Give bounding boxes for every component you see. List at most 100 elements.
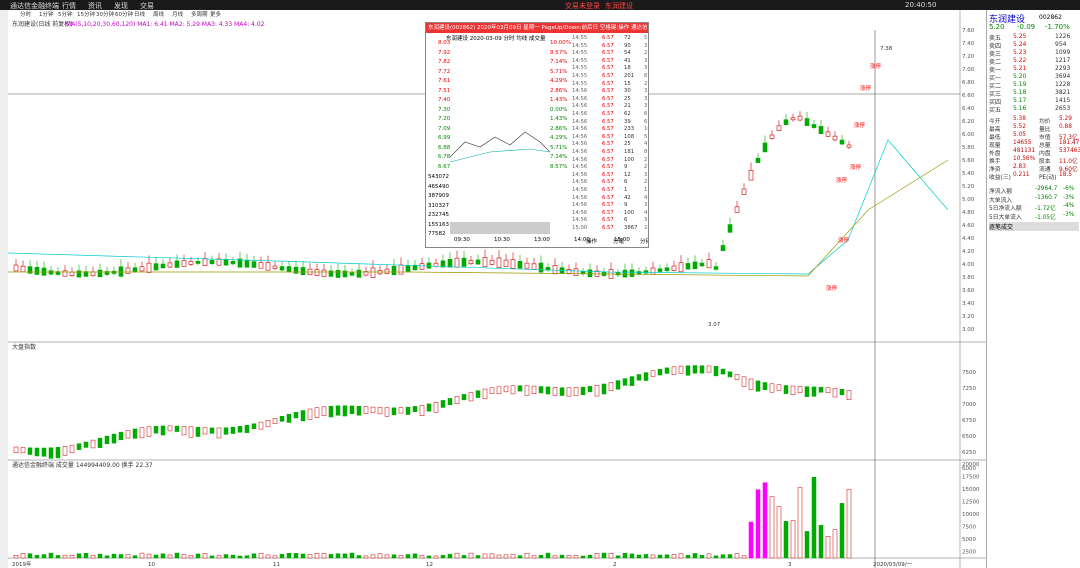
price-tick: 5.00 [962,197,975,203]
index-candle [139,427,145,439]
index-candle [699,365,705,374]
volume-bar [111,553,117,559]
volume-bar [118,554,124,559]
flow-cell: -3% [1063,194,1075,201]
volume-bar [265,554,271,559]
volume-bar [90,555,96,559]
popup-button[interactable]: 操作 [586,239,598,245]
popup-pct: 2.86% [550,125,568,132]
tick-cell: 25 [624,141,631,148]
candle-body [118,266,124,277]
volume-bar [132,555,138,559]
stat-cell: 外盘 [989,151,1001,157]
tick-cell: 14:55 [572,80,588,87]
popup-price: 7.20 [438,116,451,122]
volume-bar [461,555,467,559]
tick-cell: 3 [644,88,648,95]
flow-cell: -3% [1063,211,1075,218]
index-candle [391,407,397,416]
volume-bar [447,553,453,559]
volume-bar [405,554,411,559]
flow-cell: 净流入额 [989,189,1013,195]
menu-item[interactable]: 交易 [140,2,154,10]
tick-cell: 14:55 [572,35,588,41]
tick-cell: 42 [624,194,631,201]
tick-cell: 181 [624,149,635,155]
volume-bar [125,554,131,559]
period-tab: 15分钟 [77,10,95,18]
limit-up-label: 涨停 [870,62,882,70]
volume-tick: 17500 [962,475,980,481]
price-line [450,131,550,158]
limit-up-label: 涨停 [850,163,862,171]
popup-time: 09:30 [454,237,470,243]
limit-up-label: 涨停 [860,84,872,92]
volume-bar [713,555,719,559]
popup-price: 7.51 [438,87,451,94]
tick-cell: 15 [624,80,631,87]
index-candle [748,378,754,390]
volume-bar [293,553,299,559]
candle-body [503,259,509,267]
book-cell: 3694 [1055,73,1071,80]
index-candle [706,365,712,373]
index-candle [111,433,117,444]
candle-body [825,131,831,137]
tick-cell: 6.57 [602,133,614,140]
stat-cell: 0.211 [1013,172,1030,178]
volume-bar [188,554,194,559]
book-cell: 5.24 [1013,41,1027,48]
volume-bar [342,553,348,559]
tick-cell: 6.57 [602,179,614,186]
index-candle [27,447,33,455]
index-candle [447,398,453,406]
volume-bar [496,554,502,559]
popup-time: 14:00 [574,237,590,243]
index-candle [48,447,54,459]
volume-bar [279,553,285,559]
index-candle [342,405,348,417]
tick-cell: 6.57 [602,217,614,224]
popup-pct: 2.86% [550,87,568,94]
candle-body [776,125,782,131]
price-tick: 5.60 [962,158,975,164]
popup-pct: 5.71% [550,144,568,151]
menu-item[interactable]: 资讯 [88,2,102,10]
book-cell: 5.16 [1013,105,1027,112]
menu-item[interactable]: 发现 [114,2,128,10]
index-candle [174,425,180,432]
book-cell: 2293 [1055,65,1071,72]
candle-body [90,271,96,277]
volume-bar [692,553,698,559]
tick-cell: 6.57 [602,88,614,95]
tick-cell: 21 [624,103,631,110]
tick-cell: 14:55 [572,65,588,72]
stat-cell: 181.47 [1059,140,1080,146]
tick-cell: 3 [644,202,648,209]
popup-button[interactable]: 分笔 [613,239,625,245]
volume-tick: 2500 [962,550,976,556]
stat-cell: 481131 [1013,148,1036,154]
volume-bar [839,503,845,559]
stat-cell: 10.56% [1013,156,1036,162]
volume-bar [846,489,852,559]
candle-body [55,271,61,275]
index-candle [195,427,201,437]
candle-body [720,245,726,251]
candle-body [727,224,733,233]
book-cell: 2653 [1055,105,1071,112]
flow-cell: 5日大单流入 [989,214,1022,221]
popup-button[interactable]: 分钟 [640,239,648,245]
candle-body [517,261,523,269]
popup-pct: 0.00% [550,106,568,113]
top-bar: 通达信金融终端 行情 资讯 发现 交易 交易未登录 东润建设 20:40:50 [0,0,1080,10]
index-candle [629,376,635,386]
tick-cell: 41 [624,57,631,64]
menu-item[interactable]: 行情 [62,2,76,10]
popup-vol: 155163 [428,221,449,228]
candle-body [384,268,390,274]
index-candle [349,405,355,414]
volume-bar [349,552,355,559]
index-candle [62,446,68,456]
book-cell: 3821 [1055,89,1071,96]
